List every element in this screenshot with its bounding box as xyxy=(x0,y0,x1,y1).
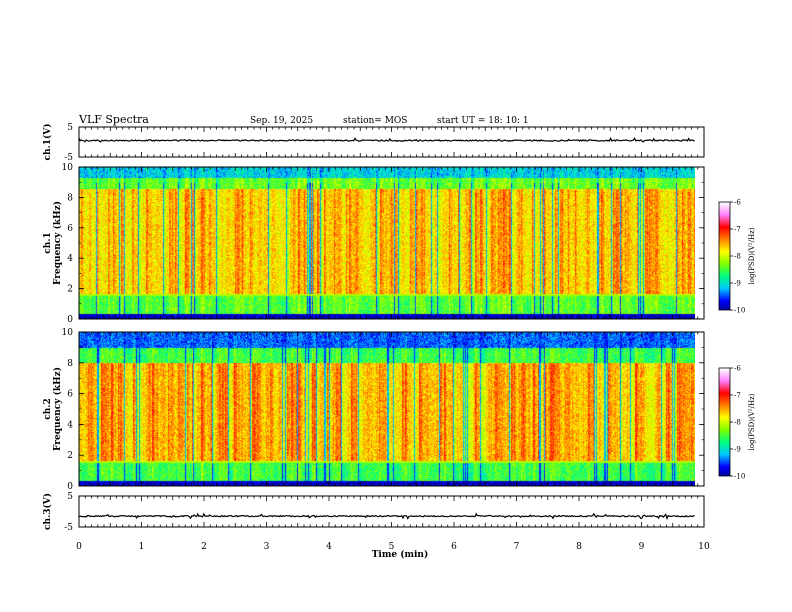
y-tick-label: -5 xyxy=(64,523,73,533)
colorbar-gradient xyxy=(719,368,730,476)
y-tick-label: 6 xyxy=(67,224,73,234)
ch1-colorbar: -6 -7 -8 -9 -10 log(PSD)(V²/Hz) xyxy=(718,199,756,315)
spectrogram-image xyxy=(79,167,695,319)
x-tick-label: 4 xyxy=(326,542,332,552)
colorbar-tick-label: -8 xyxy=(734,419,741,427)
y-tick-label: 4 xyxy=(67,254,73,264)
ch3-waveform-panel: 5 -5 ch.3(V) xyxy=(42,492,705,533)
colorbar-tick-label: -6 xyxy=(734,199,741,207)
x-tick-label: 1 xyxy=(139,542,145,552)
waveform-trace xyxy=(78,136,695,143)
ch1-spectrogram-panel: 0 2 4 6 8 10 ch.1Frequency (kHz) xyxy=(43,163,705,325)
y-tick-label: 5 xyxy=(67,492,73,502)
colorbar-tick-label: -7 xyxy=(734,392,741,400)
figure-title: VLF Spectra xyxy=(78,113,149,126)
y-tick-label: 2 xyxy=(67,285,73,295)
colorbar-tick-label: -7 xyxy=(734,226,741,234)
y-tick-label: 10 xyxy=(62,163,74,173)
spectrogram-image xyxy=(79,332,695,486)
colorbar-tick-label: -10 xyxy=(734,307,745,315)
colorbar-tick-label: -8 xyxy=(734,253,741,261)
ch2-spectrogram-panel: 0 2 4 6 8 10 ch.2Frequency (kHz) xyxy=(43,328,705,492)
colorbar-gradient xyxy=(719,202,730,310)
colorbar-tick-label: -9 xyxy=(734,446,741,454)
colorbar-label: log(PSD)(V²/Hz) xyxy=(748,227,756,284)
y-tick-label: 8 xyxy=(67,193,73,203)
colorbar-tick-label: -10 xyxy=(734,473,745,481)
waveform-trace xyxy=(78,512,695,521)
y-axis-label: ch.3(V) xyxy=(42,493,53,530)
ch2-colorbar: -6 -7 -8 -9 -10 log(PSD)(V²/Hz) xyxy=(718,365,756,481)
y-tick-label: 4 xyxy=(67,420,73,430)
y-tick-label: 8 xyxy=(67,359,73,369)
y-tick-label: 0 xyxy=(67,315,73,325)
colorbar-tick-label: -9 xyxy=(734,280,741,288)
x-tick-label: 3 xyxy=(264,542,270,552)
date-label: Sep. 19, 2025 xyxy=(250,116,313,126)
x-tick-label: 7 xyxy=(514,542,520,552)
y-axis-label: ch.2Frequency (kHz) xyxy=(43,367,63,451)
y-axis-label: ch.1Frequency (kHz) xyxy=(43,201,63,285)
colorbar-tick-label: -6 xyxy=(734,365,741,373)
x-tick-label: 9 xyxy=(639,542,645,552)
y-tick-label: -5 xyxy=(64,153,73,163)
station-label: station= MOS xyxy=(343,116,407,126)
ch1-waveform-panel: 5 -5 ch.1(V) xyxy=(42,123,705,163)
y-tick-label: 5 xyxy=(67,123,73,133)
x-axis-label: Time (min) xyxy=(372,549,429,560)
time-axis: 0 1 2 3 4 5 6 7 8 9 10 xyxy=(76,542,710,552)
x-tick-label: 5 xyxy=(389,542,395,552)
y-tick-label: 10 xyxy=(62,328,74,338)
y-tick-label: 0 xyxy=(67,482,73,492)
y-tick-label: 6 xyxy=(67,390,73,400)
x-tick-label: 2 xyxy=(201,542,207,552)
x-tick-label: 8 xyxy=(576,542,582,552)
start-time-label: start UT = 18: 10: 1 xyxy=(437,116,529,126)
x-tick-label: 0 xyxy=(76,542,82,552)
x-tick-label: 6 xyxy=(451,542,457,552)
colorbar-label: log(PSD)(V²/Hz) xyxy=(748,393,756,450)
y-axis-label: ch.1(V) xyxy=(42,124,53,161)
x-tick-label: 10 xyxy=(698,542,710,552)
y-tick-label: 2 xyxy=(67,451,73,461)
